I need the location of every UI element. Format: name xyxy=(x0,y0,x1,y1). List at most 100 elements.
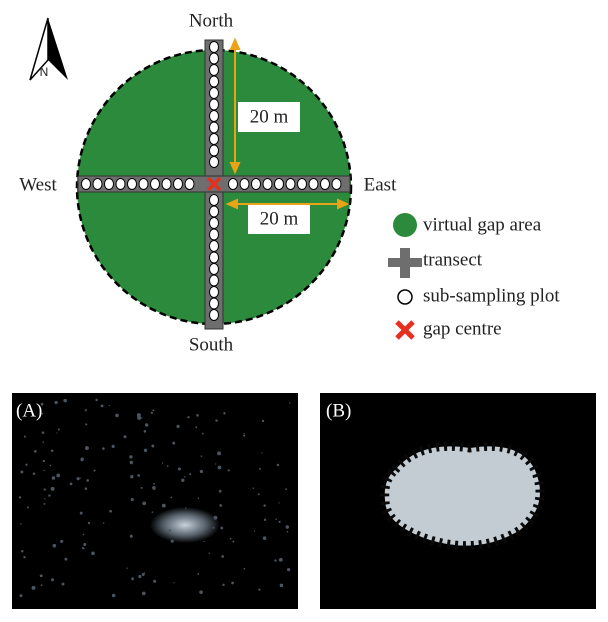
canopy-gap xyxy=(43,460,45,462)
canopy-gap xyxy=(102,447,105,450)
canopy-gap xyxy=(62,583,65,586)
canopy-gap xyxy=(215,419,217,421)
legend-icon xyxy=(393,213,417,237)
legend-label: virtual gap area xyxy=(423,214,542,235)
canopy-gap xyxy=(198,498,199,499)
canopy-gap xyxy=(42,431,45,434)
canopy-gap xyxy=(187,416,189,418)
canopy-gap xyxy=(184,476,185,477)
canopy-gap xyxy=(109,510,112,513)
canopy-gap xyxy=(285,488,287,490)
canopy-gap xyxy=(244,433,245,434)
canopy-gap xyxy=(95,399,97,401)
sub-sampling-plot xyxy=(210,275,219,286)
canopy-gap xyxy=(112,594,115,597)
canopy-gap xyxy=(33,473,36,476)
figure: N 20 m 20 m North South West East virtua… xyxy=(0,0,608,617)
canopy-gap xyxy=(141,487,143,489)
canopy-gap xyxy=(289,402,290,403)
photo-b: (B) xyxy=(320,393,596,609)
canopy-gap xyxy=(41,584,43,586)
canopy-gap xyxy=(261,452,262,453)
sub-sampling-plot xyxy=(210,287,219,298)
canopy-gap xyxy=(124,435,127,438)
canopy-gap xyxy=(43,503,45,505)
canopy-gap xyxy=(48,494,50,496)
canopy-gap xyxy=(44,498,45,499)
canopy-gap xyxy=(65,558,68,561)
canopy-gap xyxy=(85,423,87,425)
canopy-gap xyxy=(222,584,224,586)
canopy-gap xyxy=(145,423,148,426)
distance-label: 20 m xyxy=(260,208,299,229)
canopy-gap xyxy=(185,507,186,508)
canopy-gap xyxy=(77,477,80,480)
canopy-gap xyxy=(51,449,54,452)
canopy-gap xyxy=(181,479,184,482)
canopy-gap xyxy=(52,476,56,480)
canopy-gap xyxy=(137,474,140,477)
canopy-gap xyxy=(129,455,132,458)
canopy-gap xyxy=(83,534,85,536)
canopy-gap xyxy=(85,487,88,490)
canopy-gap xyxy=(196,414,199,417)
canopy-gap xyxy=(258,588,260,590)
canopy-gap xyxy=(253,488,254,489)
canopy-gap xyxy=(219,504,222,507)
photo-label: (A) xyxy=(16,400,42,421)
sub-sampling-plot xyxy=(210,99,219,110)
canopy-gap xyxy=(80,512,83,515)
sub-sampling-plot xyxy=(151,179,160,190)
canopy-gap xyxy=(58,428,60,430)
canopy-gap xyxy=(144,449,147,452)
canopy-gap xyxy=(220,527,223,530)
canopy-gap xyxy=(153,487,156,490)
north-arrow-label: N xyxy=(40,65,49,79)
sub-sampling-plot xyxy=(210,264,219,275)
canopy-gap xyxy=(170,497,172,499)
canopy-gap xyxy=(243,568,245,570)
canopy-gap xyxy=(263,536,267,540)
canopy-gap xyxy=(51,487,55,491)
sub-sampling-plot xyxy=(332,179,341,190)
canopy-gap xyxy=(169,529,171,531)
canopy-gap xyxy=(32,586,36,590)
canopy-gap xyxy=(70,482,73,485)
legend-icon xyxy=(388,248,422,278)
canopy-gap xyxy=(85,446,89,450)
canopy-gap xyxy=(94,469,96,471)
canopy-gap xyxy=(60,540,63,543)
canopy-gap xyxy=(280,584,284,588)
canopy-gap xyxy=(23,556,25,558)
canopy-gap xyxy=(20,594,23,597)
canopy-gap xyxy=(152,511,154,513)
canopy-gap xyxy=(231,582,234,585)
canopy-gap xyxy=(44,488,46,490)
canopy-gap xyxy=(215,463,216,464)
canopy-gap xyxy=(264,519,266,521)
canopy-gap xyxy=(85,409,87,411)
canopy-gap xyxy=(200,470,203,473)
sub-sampling-plot xyxy=(240,179,249,190)
canopy-gap xyxy=(202,433,204,435)
sub-sampling-plot xyxy=(82,179,91,190)
sub-sampling-plot xyxy=(252,179,261,190)
canopy-gap xyxy=(151,445,154,448)
canopy-gap xyxy=(189,473,191,475)
sub-sampling-plot xyxy=(229,179,238,190)
canopy-gap xyxy=(262,420,264,422)
canopy-gap xyxy=(88,522,90,524)
canopy-gap xyxy=(81,459,83,461)
canopy-gap xyxy=(109,405,110,406)
sub-sampling-plot xyxy=(210,241,219,252)
sub-sampling-plot xyxy=(210,53,219,64)
sub-sampling-plot xyxy=(298,179,307,190)
sub-sampling-plot xyxy=(210,206,219,217)
west-label: West xyxy=(19,174,57,195)
canopy-gap xyxy=(42,441,44,443)
canopy-gap xyxy=(173,582,174,583)
canopy-gap xyxy=(221,555,224,558)
distance-label: 20 m xyxy=(250,106,289,127)
canopy-gap xyxy=(25,464,27,466)
canopy-gap xyxy=(275,518,277,520)
